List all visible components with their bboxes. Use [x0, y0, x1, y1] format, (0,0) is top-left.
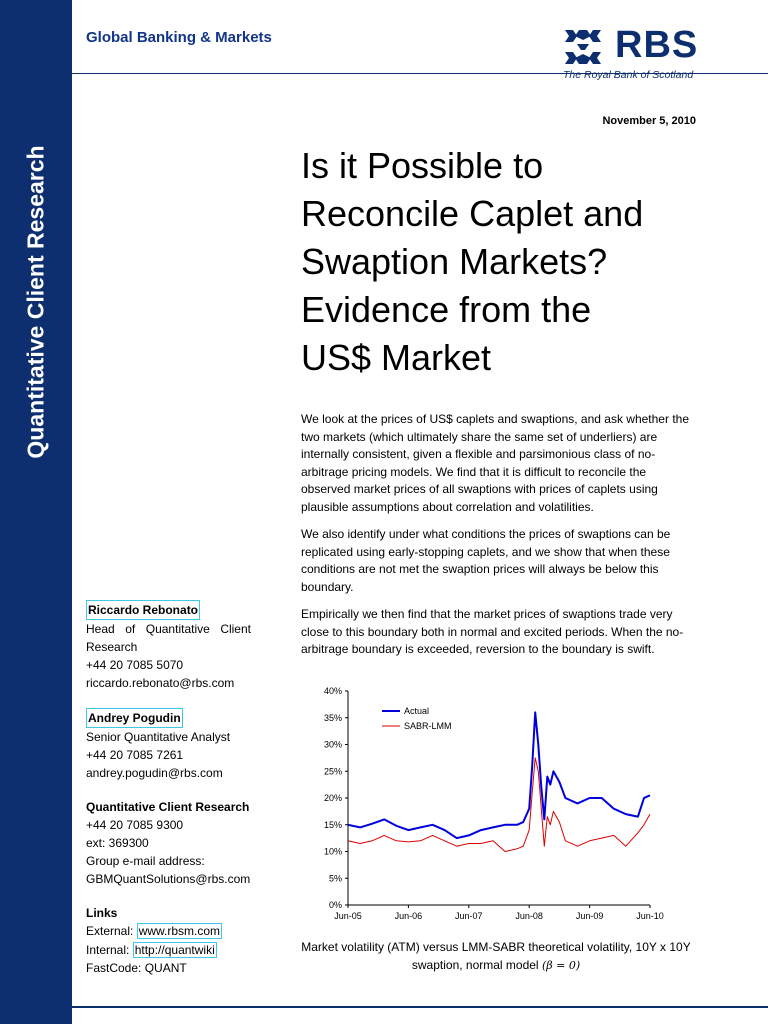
x-tick-label: Jun-10	[636, 911, 664, 921]
page-title: Is it Possible to Reconcile Caplet and S…	[301, 142, 721, 382]
legend-label: SABR-LMM	[404, 721, 452, 731]
caption-text: Market volatility (ATM) versus LMM-SABR …	[301, 940, 691, 972]
sidebar-label: Quantitative Client Research	[22, 145, 49, 459]
caption-math: (β = 0)	[541, 959, 581, 972]
x-tick-label: Jun-06	[395, 911, 423, 921]
links-block: Links External: www.rbsm.com Internal: h…	[86, 904, 251, 977]
author-name[interactable]: Andrey Pogudin	[86, 708, 183, 728]
title-line: Is it Possible to	[301, 145, 544, 186]
series-line-sabr-lmm	[347, 757, 651, 852]
author-role-cont: Research	[86, 640, 138, 654]
internal-link[interactable]: http://quantwiki	[132, 942, 217, 958]
title-line: US$ Market	[301, 337, 492, 378]
group-email: GBMQuantSolutions@rbs.com	[86, 872, 251, 886]
abstract-paragraph: Empirically we then find that the market…	[301, 607, 684, 656]
external-link[interactable]: www.rbsm.com	[136, 923, 223, 939]
series-line-actual	[347, 711, 651, 840]
y-tick-label: 40%	[324, 686, 342, 696]
x-tick-label: Jun-05	[334, 911, 362, 921]
author-email: riccardo.rebonato@rbs.com	[86, 676, 235, 690]
external-link-row: External: www.rbsm.com	[86, 922, 251, 940]
group-name: Quantitative Client Research	[86, 800, 250, 814]
logo-wordmark: RBS	[615, 24, 699, 66]
x-tick-label: Jun-07	[455, 911, 483, 921]
title-line: Swaption Markets?	[301, 241, 608, 282]
internal-link-row: Internal: http://quantwiki	[86, 941, 251, 959]
rbs-logo: RBS The Royal Bank of Scotland	[563, 24, 703, 86]
abstract: We look at the prices of US$ caplets and…	[301, 411, 696, 669]
chart-svg: 0% 5% 10% 15% 20% 25% 30% 35% 40% Jun-05 Jun-06 Jun…	[324, 686, 664, 921]
title-line: Evidence from the	[301, 289, 592, 330]
author-phone: +44 20 7085 5070	[86, 658, 184, 672]
group-email-label: Group e-mail address:	[86, 854, 205, 868]
external-link-label: External:	[86, 924, 137, 938]
footer-divider	[72, 1006, 768, 1008]
x-tick-label: Jun-08	[515, 911, 543, 921]
y-tick-label: 5%	[329, 873, 342, 883]
figure-caption: Market volatility (ATM) versus LMM-SABR …	[300, 938, 692, 975]
abstract-paragraph: We also identify under what conditions t…	[301, 527, 671, 594]
division-title: Global Banking & Markets	[86, 29, 272, 46]
group-phone: +44 20 7085 9300	[86, 818, 184, 832]
internal-link-label: Internal:	[86, 943, 133, 957]
legend-label: Actual	[404, 706, 429, 716]
y-tick-label: 10%	[324, 847, 342, 857]
publication-date: November 5, 2010	[602, 115, 696, 127]
logo-tagline: The Royal Bank of Scotland	[563, 69, 694, 81]
abstract-paragraph: We look at the prices of US$ caplets and…	[301, 412, 689, 514]
fastcode: FastCode: QUANT	[86, 961, 187, 975]
sidebar-band: Quantitative Client Research	[0, 0, 72, 1024]
contact-pogudin: Andrey Pogudin Senior Quantitative Analy…	[86, 708, 251, 782]
y-tick-label: 20%	[324, 793, 342, 803]
author-phone: +44 20 7085 7261	[86, 748, 184, 762]
y-tick-label: 25%	[324, 766, 342, 776]
y-tick-label: 30%	[324, 740, 342, 750]
y-tick-label: 0%	[329, 900, 342, 910]
author-name[interactable]: Riccardo Rebonato	[86, 600, 201, 620]
contact-group: Quantitative Client Research +44 20 7085…	[86, 798, 251, 888]
contacts-column: Riccardo Rebonato Head of Quantitative C…	[86, 600, 251, 993]
header-divider	[72, 73, 768, 74]
contact-rebonato: Riccardo Rebonato Head of Quantitative C…	[86, 600, 251, 692]
author-email: andrey.pogudin@rbs.com	[86, 766, 223, 780]
group-ext: ext: 369300	[86, 836, 149, 850]
links-heading: Links	[86, 906, 118, 920]
x-tick-label: Jun-09	[576, 911, 604, 921]
author-role: Senior Quantitative Analyst	[86, 730, 231, 744]
author-role: Head of Quantitative Client	[86, 622, 251, 636]
volatility-chart: 0% 5% 10% 15% 20% 25% 30% 35% 40% Jun-05 Jun-06 Jun…	[300, 683, 700, 923]
y-tick-label: 15%	[324, 820, 342, 830]
rbs-daisy-icon	[565, 30, 601, 64]
title-line: Reconcile Caplet and	[301, 193, 644, 234]
y-tick-label: 35%	[324, 713, 342, 723]
